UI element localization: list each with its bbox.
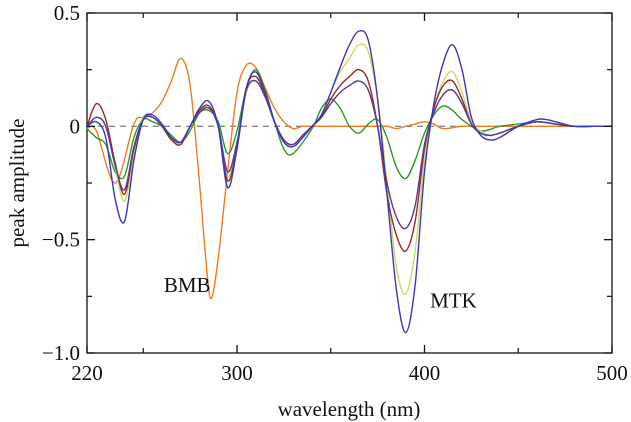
x-tick-label: 400 — [409, 361, 441, 385]
series-line-1 — [86, 57, 613, 300]
series-line-3 — [86, 43, 613, 296]
series-line-5 — [86, 79, 613, 230]
y-axis: −1.0 −0.5 0 0.5 — [42, 1, 612, 365]
annotation-mtk: MTK — [430, 289, 477, 313]
series-line-4 — [86, 68, 613, 253]
x-axis: 220 300 400 500 — [71, 13, 628, 385]
series-layer — [86, 29, 613, 334]
plot-frame — [86, 12, 613, 354]
x-tick-label: 220 — [71, 361, 103, 385]
annotation-bmb: BMB — [164, 273, 211, 297]
x-axis-title: wavelength (nm) — [278, 397, 421, 421]
y-tick-label: −0.5 — [42, 228, 80, 252]
annotations: BMB MTK — [164, 273, 477, 313]
y-tick-label: 0 — [70, 114, 81, 138]
x-tick-label: 500 — [596, 361, 628, 385]
y-axis-title: peak amplitude — [5, 119, 29, 248]
x-tick-label: 300 — [221, 361, 253, 385]
y-tick-label: −1.0 — [42, 341, 80, 365]
y-tick-label: 0.5 — [54, 1, 80, 25]
plot-area — [86, 12, 613, 354]
series-line-6 — [86, 29, 613, 334]
